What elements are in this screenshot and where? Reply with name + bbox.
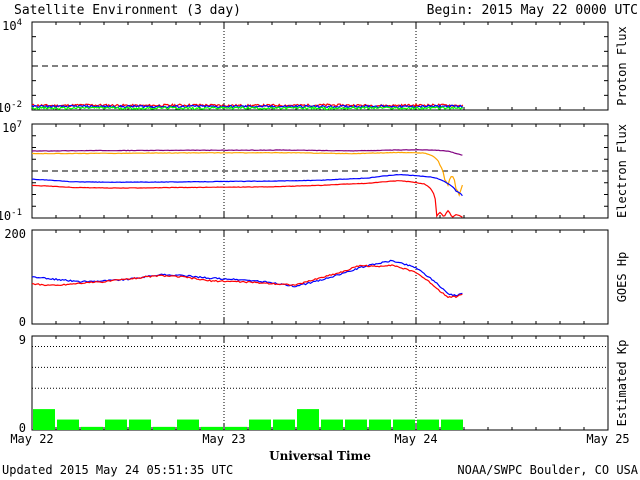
kp-kp-bar [273,419,295,430]
chart-title: Satellite Environment (3 day) [14,3,241,18]
kp-panel: 9 0 Estimated Kp [19,333,629,435]
kp-kp-bar [81,426,103,430]
electron-frame [31,123,609,219]
begin-date: Begin: 2015 May 22 0000 UTC [427,3,638,18]
kp-kp-bar [105,419,127,430]
proton-y-tick-label-1: 10-2 [0,100,22,115]
kp-kp-bar [57,419,79,430]
proton-series-2 [31,105,463,111]
credit-text: NOAA/SWPC Boulder, CO USA [457,463,638,477]
x-tick-may25: May 25 [586,432,629,446]
electron-series-0 [31,148,463,156]
hp-series-0 [31,259,463,297]
chart-panels: 104 10-2 Proton Flux 107 10-1 Electron Flux 20… [0,18,629,435]
kp-frame [31,335,609,431]
kp-kp-bar [33,409,55,430]
electron-series-1 [32,151,463,197]
kp-kp-bar [393,419,415,430]
kp-panel-label: Estimated Kp [615,340,629,427]
x-tick-may23: May 23 [202,432,245,446]
kp-kp-bar [201,426,223,430]
x-axis: May 22 May 23 May 24 May 25 Universal Ti… [10,432,629,463]
hp-series-1 [31,264,463,299]
proton-panel: 104 10-2 Proton Flux [0,18,629,115]
x-axis-label: Universal Time [269,449,371,463]
electron-series-2 [31,173,463,197]
kp-kp-bar [321,419,343,430]
kp-kp-bar [441,419,463,430]
electron-series-3 [31,180,463,218]
kp-kp-bar [369,419,391,430]
proton-series-1 [31,104,464,109]
electron-y-tick-label-1: 10-1 [0,208,22,223]
proton-series-0 [31,103,464,108]
kp-kp-bar [345,419,367,430]
electron-panel: 107 10-1 Electron Flux [0,120,629,223]
electron-y-tick-label-0: 107 [2,120,22,135]
hp-panel-label: GOES Hp [615,252,629,303]
x-tick-may24: May 24 [394,432,437,446]
hp-panel: 200 0 GOES Hp [4,227,629,329]
kp-kp-bar [297,409,319,430]
proton-y-tick-label-0: 104 [2,18,22,33]
kp-kp-bar [249,419,271,430]
proton-panel-label: Proton Flux [615,26,629,105]
kp-kp-bar [129,419,151,430]
kp-y-tick-label-1: 0 [19,421,26,435]
hp-y-tick-label-0: 200 [4,227,26,241]
hp-frame [31,229,609,325]
electron-panel-label: Electron Flux [615,124,629,218]
kp-kp-bar [153,426,175,430]
proton-frame [31,21,609,111]
kp-kp-bar [225,426,247,430]
updated-timestamp: Updated 2015 May 24 05:51:35 UTC [2,463,233,477]
x-tick-may22: May 22 [10,432,53,446]
kp-kp-bar [177,419,199,430]
kp-y-tick-label-0: 9 [19,333,26,347]
kp-kp-bar [417,419,439,430]
hp-y-tick-label-1: 0 [19,315,26,329]
